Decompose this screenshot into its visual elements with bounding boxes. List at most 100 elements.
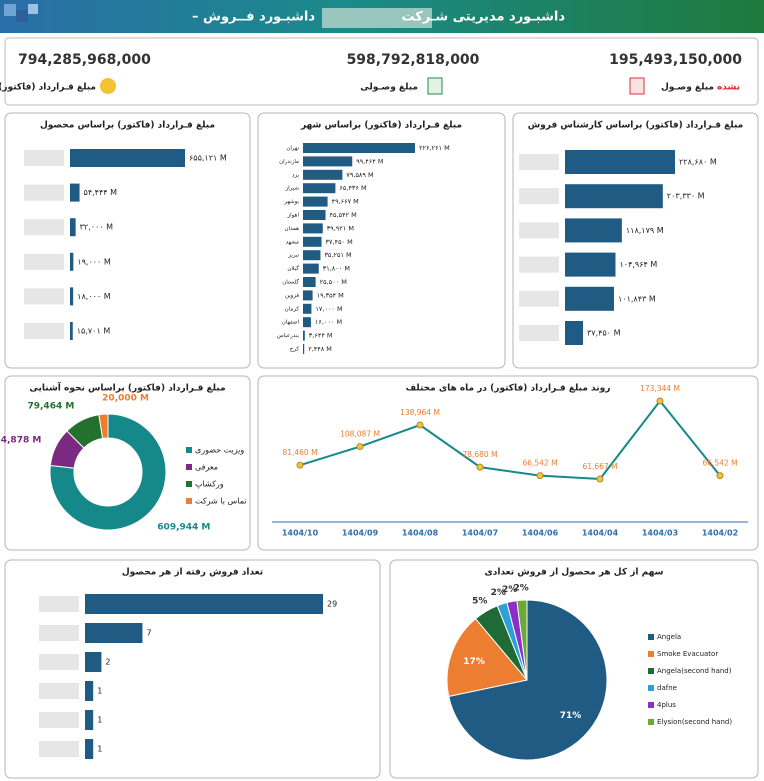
data-label: ۳۹,۹۲۱ M: [327, 224, 354, 232]
bar: [303, 210, 326, 220]
legend-label: Angela: [657, 633, 681, 641]
legend-swatch: [186, 464, 192, 470]
data-label: 61,667 M: [582, 462, 617, 471]
panel-title: مبلغ قـرارداد (فاکتور) براساس نحوه آشنای…: [29, 382, 225, 394]
legend-label: Elysion(second hand): [657, 718, 732, 726]
marker: [536, 472, 544, 480]
kpi-value: 598,792,818,000: [347, 52, 480, 68]
blurred-label: [39, 683, 79, 699]
data-label: ۳,۶۴۴ M: [309, 332, 333, 340]
category-label: کرمان: [285, 305, 300, 312]
marker: [416, 421, 424, 429]
data-label: 1: [97, 716, 102, 725]
category-label: تبریز: [287, 253, 299, 259]
marker: [656, 397, 664, 405]
panel: [257, 375, 759, 551]
bar: [70, 252, 74, 271]
slice: [98, 413, 109, 439]
category-label: قزوین: [285, 293, 299, 299]
blurred-label: [39, 596, 79, 612]
bar: [85, 652, 102, 672]
data-label: 29: [327, 600, 337, 609]
x-tick-label: 1404/02: [702, 529, 738, 538]
blurred-label: [39, 654, 79, 670]
data-label: 66,542 M: [702, 459, 737, 468]
kpi-label: مبلغ قـرارداد (فاکتور): [0, 83, 96, 93]
data-label: ۲۲۸,۶۸۰ M: [679, 158, 717, 167]
bar: [565, 321, 584, 345]
bar: [70, 322, 73, 340]
data-label: 7: [146, 629, 151, 638]
panel-title: مبلغ قـرارداد (فاکتور) براساس کارشناس فر…: [528, 121, 743, 131]
blurred-label: [519, 256, 559, 273]
kpi-strip: [4, 37, 759, 106]
x-tick-label: 1404/08: [402, 529, 439, 538]
header-subtitle: – داشبـورد فــروش: [192, 10, 315, 25]
panel: [4, 559, 381, 779]
data-label: ۳۵,۲۵۱ M: [324, 251, 351, 259]
bar: [303, 169, 343, 180]
slice: [49, 413, 167, 531]
data-label: ۱۸,۰۰۰ M: [77, 292, 111, 301]
x-tick-label: 1404/09: [342, 529, 379, 538]
category-label: تهران: [286, 146, 299, 152]
marker: [296, 461, 304, 469]
blurred-label: [24, 288, 64, 305]
kpi-label-highlight: نشده: [717, 83, 740, 93]
panel: [4, 112, 251, 369]
bar: [303, 344, 305, 354]
bar: [303, 250, 321, 261]
data-label: 2%: [502, 585, 517, 595]
marker: [596, 475, 604, 483]
bar: [70, 149, 185, 167]
bar: [85, 710, 94, 730]
bar: [70, 218, 76, 237]
category-label: بوشهر: [283, 199, 299, 205]
data-label: ۹۹,۴۶۴ M: [356, 157, 383, 165]
legend-label: معرفی: [195, 463, 218, 472]
data-label: ۵۴,۴۴۴ M: [84, 188, 118, 197]
category-label: یزد: [292, 172, 299, 178]
data-label: ۱۰۴,۹۶۴ M: [619, 260, 657, 269]
legend-swatch: [648, 702, 654, 708]
legend-swatch: [648, 651, 654, 657]
bar: [303, 196, 328, 207]
x-tick-label: 1404/10: [282, 529, 319, 538]
data-label: 1: [97, 745, 102, 754]
bar: [303, 236, 322, 247]
category-label: مازندران: [279, 159, 299, 165]
data-label: ۱۹,۳۵۴ M: [317, 291, 344, 299]
category-label: همدان: [284, 226, 299, 232]
panel-title: سهم از کل هر محصول از فروش تعدادی: [485, 568, 664, 578]
blurred-label: [39, 625, 79, 641]
bar: [303, 183, 336, 194]
bar: [85, 739, 94, 759]
x-tick-label: 1404/03: [642, 529, 678, 538]
data-label: ۶۵۵,۱۲۱ M: [189, 154, 227, 163]
data-label: ۱۷,۰۰۰ M: [315, 305, 342, 313]
bar: [303, 317, 311, 328]
data-label: 78,680 M: [462, 450, 497, 459]
data-label: ۱۹,۰۰۰ M: [77, 257, 111, 266]
kpi-icon: [100, 78, 116, 94]
legend-label: ویزیت حضوری: [195, 446, 244, 455]
logo: [4, 4, 16, 16]
kpi-label: مبلغ وصـولی: [360, 83, 418, 93]
category-label: کرج: [290, 346, 300, 353]
data-label: ۳۷,۴۵۰ M: [326, 238, 353, 246]
bar: [565, 184, 663, 209]
bar: [565, 252, 616, 277]
logo: [28, 4, 38, 14]
data-label: ۴۹,۶۶۷ M: [332, 198, 359, 206]
kpi-icon: [629, 77, 645, 95]
kpi-value: 195,493,150,000: [609, 52, 742, 68]
x-tick-label: 1404/06: [522, 529, 559, 538]
data-label: 79,464 M: [27, 402, 74, 412]
blurred-label: [39, 741, 79, 757]
category-label: گلستان: [282, 279, 299, 286]
bar: [303, 223, 323, 234]
data-label: ۲,۴۴۸ M: [308, 345, 332, 353]
legend-swatch: [186, 447, 192, 453]
line: [299, 399, 721, 481]
